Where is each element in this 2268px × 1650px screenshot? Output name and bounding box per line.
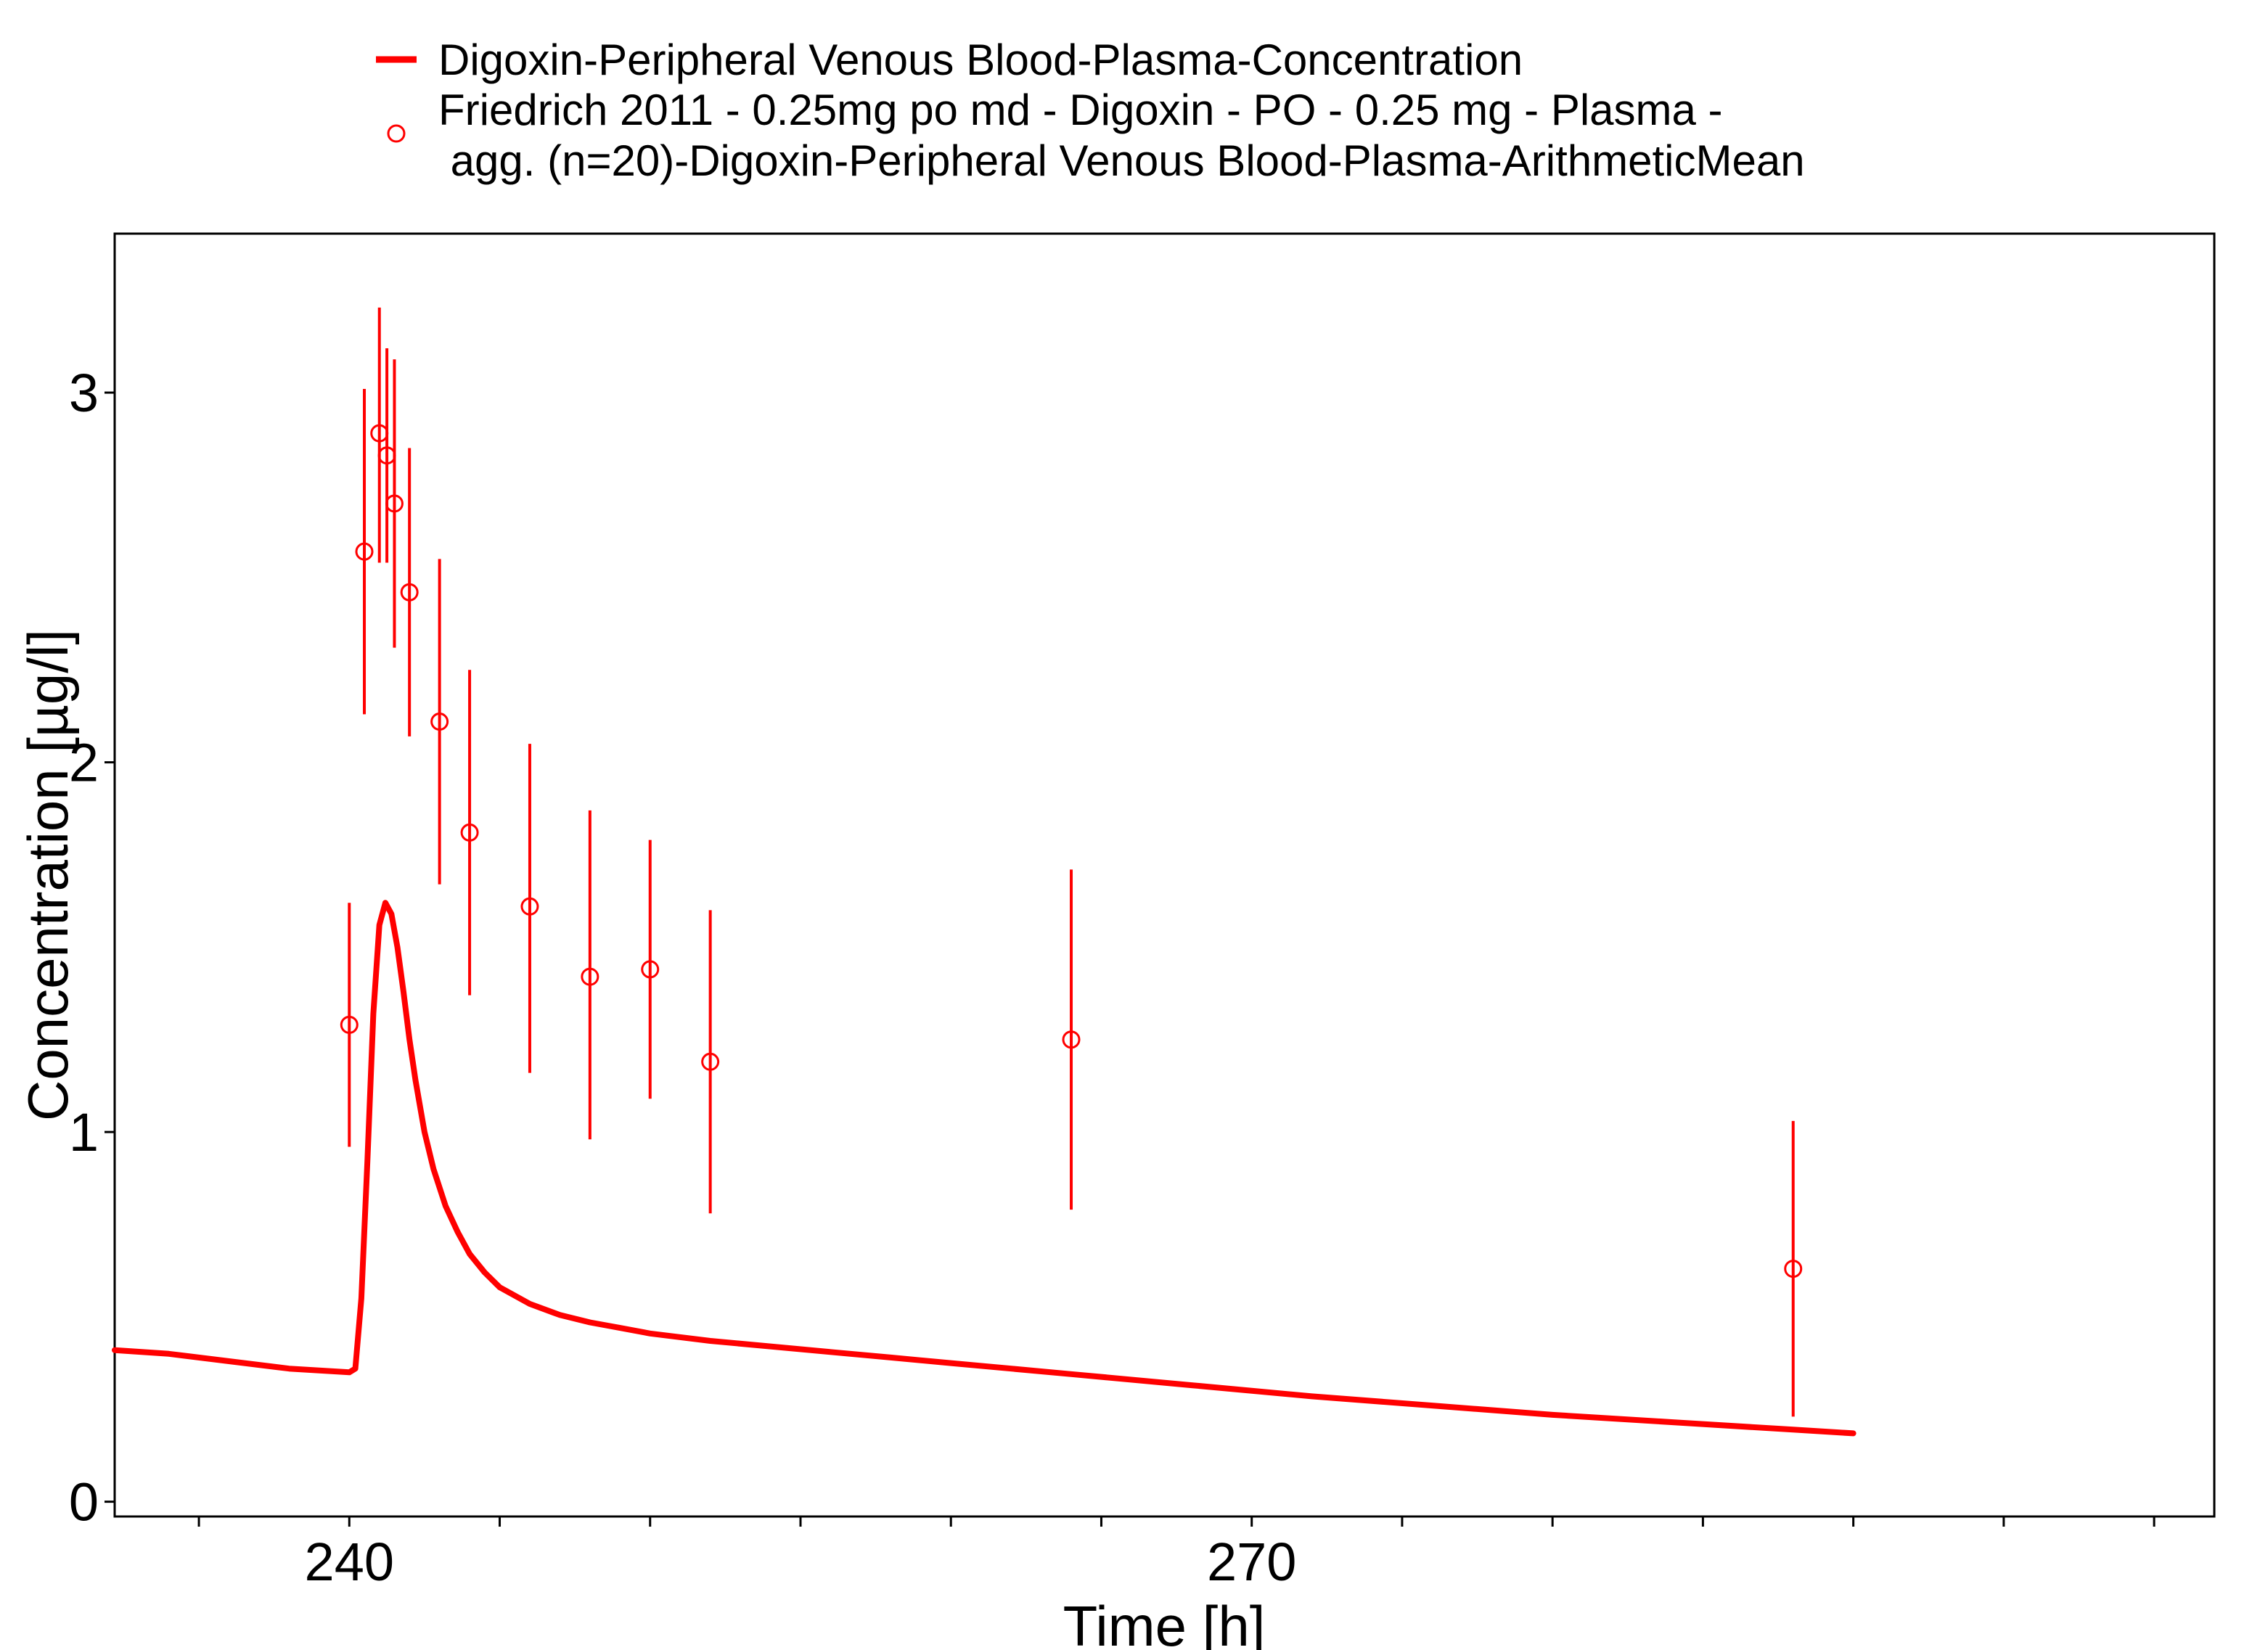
legend-circle-swatch	[387, 124, 406, 143]
y-tick-label: 1	[69, 1102, 99, 1162]
observed-data-point	[701, 1052, 720, 1071]
legend: Digoxin-Peripheral Venous Blood-Plasma-C…	[376, 36, 1805, 185]
observed-data-point	[1784, 1260, 1803, 1278]
legend-label-simulation: Digoxin-Peripheral Venous Blood-Plasma-C…	[438, 36, 1523, 84]
observed-data-point	[400, 583, 419, 602]
axis-ticks: 0 1 2 3 240 270	[69, 363, 2156, 1592]
observed-data-point	[641, 960, 660, 979]
legend-label-observed-line-2: agg. (n=20)-Digoxin-Peripheral Venous Bl…	[438, 136, 1805, 185]
observed-data-point	[355, 542, 374, 561]
y-axis-title: Concentration [µg/l]	[16, 629, 80, 1121]
y-tick-label: 2	[69, 733, 99, 793]
x-axis-title: Time [h]	[1063, 1594, 1266, 1650]
observed-data-point	[340, 1015, 359, 1034]
observed-data-point	[430, 713, 449, 731]
observed-data-point	[385, 494, 404, 513]
y-tick-label: 3	[69, 363, 99, 423]
simulated-series	[112, 900, 1856, 1437]
y-tick-label: 0	[69, 1472, 99, 1532]
observed-data-point	[460, 823, 479, 842]
plot-panel-border	[113, 232, 2216, 1518]
observed-data-point	[1062, 1030, 1081, 1049]
observed-data-point	[581, 967, 599, 986]
simulated-concentration-line	[112, 900, 1856, 1437]
legend-label-observed-line-1: Friedrich 2011 - 0.25mg po md - Digoxin …	[438, 86, 1723, 134]
x-tick-label: 270	[1207, 1532, 1296, 1592]
observed-data-point	[520, 897, 539, 916]
x-tick-label: 240	[305, 1532, 394, 1592]
observed-series	[340, 307, 1803, 1417]
